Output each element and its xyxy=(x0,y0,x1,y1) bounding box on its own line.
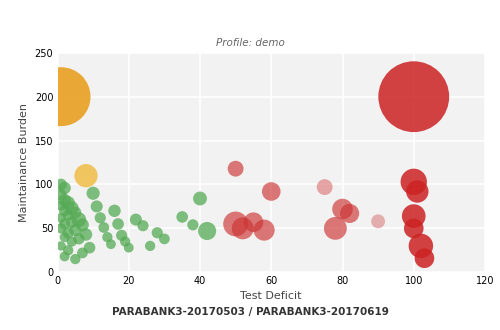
Point xyxy=(64,230,72,235)
Point xyxy=(132,217,140,222)
Point xyxy=(57,243,65,248)
Point xyxy=(267,189,275,194)
Point xyxy=(64,213,72,218)
Point xyxy=(110,208,118,214)
Point xyxy=(178,214,186,219)
Point xyxy=(68,239,76,244)
Point xyxy=(410,226,418,231)
Text: Risky Code Changes - Bubble Chart: Risky Code Changes - Bubble Chart xyxy=(108,11,372,24)
Point xyxy=(82,232,90,237)
Point xyxy=(60,198,68,203)
Point xyxy=(114,221,122,227)
Point xyxy=(320,184,328,190)
Point xyxy=(260,227,268,233)
Point xyxy=(146,243,154,248)
Point xyxy=(232,166,239,171)
Point xyxy=(139,223,147,228)
Point xyxy=(346,211,354,216)
Point xyxy=(68,206,76,211)
Point xyxy=(332,226,340,231)
Point xyxy=(89,191,97,196)
Point xyxy=(72,210,80,215)
Point xyxy=(121,239,129,244)
Point xyxy=(410,179,418,184)
Point xyxy=(64,200,72,206)
Point xyxy=(60,185,68,191)
Point xyxy=(75,217,83,222)
Point xyxy=(160,236,168,242)
Point xyxy=(196,196,204,201)
Point xyxy=(57,94,65,99)
Point xyxy=(410,214,418,219)
Point xyxy=(153,230,161,235)
Point xyxy=(72,227,80,233)
Point xyxy=(96,215,104,220)
Point xyxy=(60,254,68,259)
Point xyxy=(417,243,425,248)
Point xyxy=(60,208,68,214)
Point xyxy=(57,203,65,208)
Point xyxy=(78,222,86,227)
Text: PARABANK3-20170503 / PARABANK3-20170619: PARABANK3-20170503 / PARABANK3-20170619 xyxy=(112,307,388,317)
Point xyxy=(57,182,65,187)
Y-axis label: Maintainance Burden: Maintainance Burden xyxy=(19,103,29,222)
Point xyxy=(107,242,115,247)
Text: ⋯: ⋯ xyxy=(472,10,488,25)
Point xyxy=(338,206,346,212)
Point xyxy=(57,192,65,198)
Point xyxy=(410,94,418,99)
Point xyxy=(414,189,422,194)
Point xyxy=(60,221,68,227)
Point xyxy=(374,219,382,224)
Point xyxy=(250,219,258,225)
Text: Profile: demo: Profile: demo xyxy=(216,38,284,48)
Point xyxy=(60,235,68,240)
Point xyxy=(232,221,239,227)
Point xyxy=(86,245,94,250)
Point xyxy=(72,256,80,262)
Point xyxy=(64,248,72,253)
Point xyxy=(125,245,133,250)
Point xyxy=(203,228,211,234)
Point xyxy=(189,222,197,227)
X-axis label: Test Deficit: Test Deficit xyxy=(240,291,302,301)
Point xyxy=(68,219,76,225)
Point xyxy=(75,236,83,242)
Point xyxy=(104,235,112,240)
Point xyxy=(118,233,126,238)
Point xyxy=(57,215,65,220)
Point xyxy=(92,204,100,209)
Point xyxy=(239,226,247,231)
Point xyxy=(57,226,65,231)
Point xyxy=(100,225,108,230)
Point xyxy=(78,250,86,255)
Point xyxy=(420,255,428,261)
Point xyxy=(82,173,90,178)
